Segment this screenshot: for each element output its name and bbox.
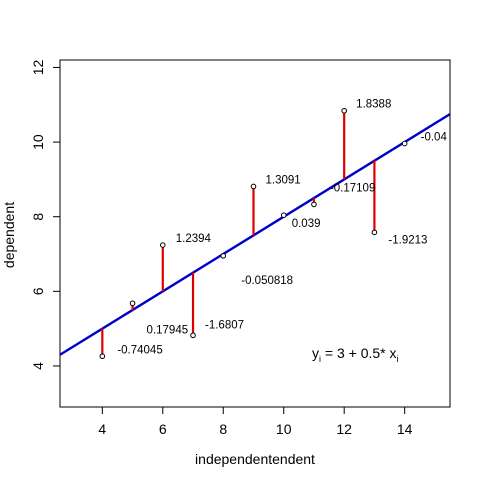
residual-label-3: 1.2394: [176, 233, 212, 245]
data-point-9: [341, 107, 347, 114]
y-axis-label: dependent: [1, 202, 17, 268]
eq-x-sub: i: [397, 354, 399, 364]
data-point-5: [220, 253, 227, 259]
x-tick-label-1: 4: [98, 421, 106, 437]
residual-label-4: -1.6807: [205, 319, 244, 331]
regression-equation: yi = 3 + 0.5* xi: [312, 345, 399, 364]
labels-layer: -0.74045 0.17945 1.2394 -1.6807 -0.050818 1.3…: [117, 99, 447, 357]
residual-label-8: -0.17109: [330, 182, 375, 194]
eq-mid: = 3 + 0.5* x: [321, 345, 397, 361]
x-tick-label-5: 12: [336, 421, 352, 437]
data-point-7: [280, 212, 287, 219]
y-tick-label-1: 4: [30, 362, 46, 370]
x-tick-label-4: 10: [276, 421, 292, 437]
x-tick-label-2: 6: [159, 421, 167, 437]
eq-y: y: [312, 345, 319, 361]
residual-label-1: -0.74045: [117, 344, 162, 356]
y-tick-label-4: 10: [30, 134, 46, 150]
x-tick-label-6: 14: [397, 421, 413, 437]
residual-label-7: 0.039: [292, 218, 321, 230]
residual-label-2: 0.17945: [147, 324, 189, 336]
data-point-11: [401, 140, 408, 147]
eq-y-sub: i: [319, 354, 321, 364]
data-point-3: [159, 242, 166, 248]
residual-label-6: 1.3091: [265, 174, 300, 186]
residual-label-10: -1.9213: [388, 234, 427, 246]
data-point-1: [99, 353, 106, 360]
data-point-6: [250, 183, 257, 190]
data-point-10: [371, 229, 378, 236]
residual-label-5: -0.050818: [241, 275, 293, 287]
residual-label-9: 1.8388: [356, 99, 391, 111]
axes-layer: 4 6 8 10 12 14 4 6 8 10 12: [30, 59, 451, 437]
y-tick-label-2: 6: [30, 287, 46, 295]
regression-line: [60, 113, 450, 356]
x-tick-label-3: 8: [219, 421, 227, 437]
residual-label-11: -0.04: [421, 132, 448, 144]
y-tick-label-5: 12: [30, 59, 46, 75]
x-axis-label: independentendent: [195, 451, 315, 467]
data-point-2: [129, 300, 136, 307]
data-point-4: [190, 332, 196, 339]
y-tick-label-3: 8: [30, 213, 46, 221]
data-point-8: [311, 201, 317, 208]
points-layer: [99, 107, 408, 360]
